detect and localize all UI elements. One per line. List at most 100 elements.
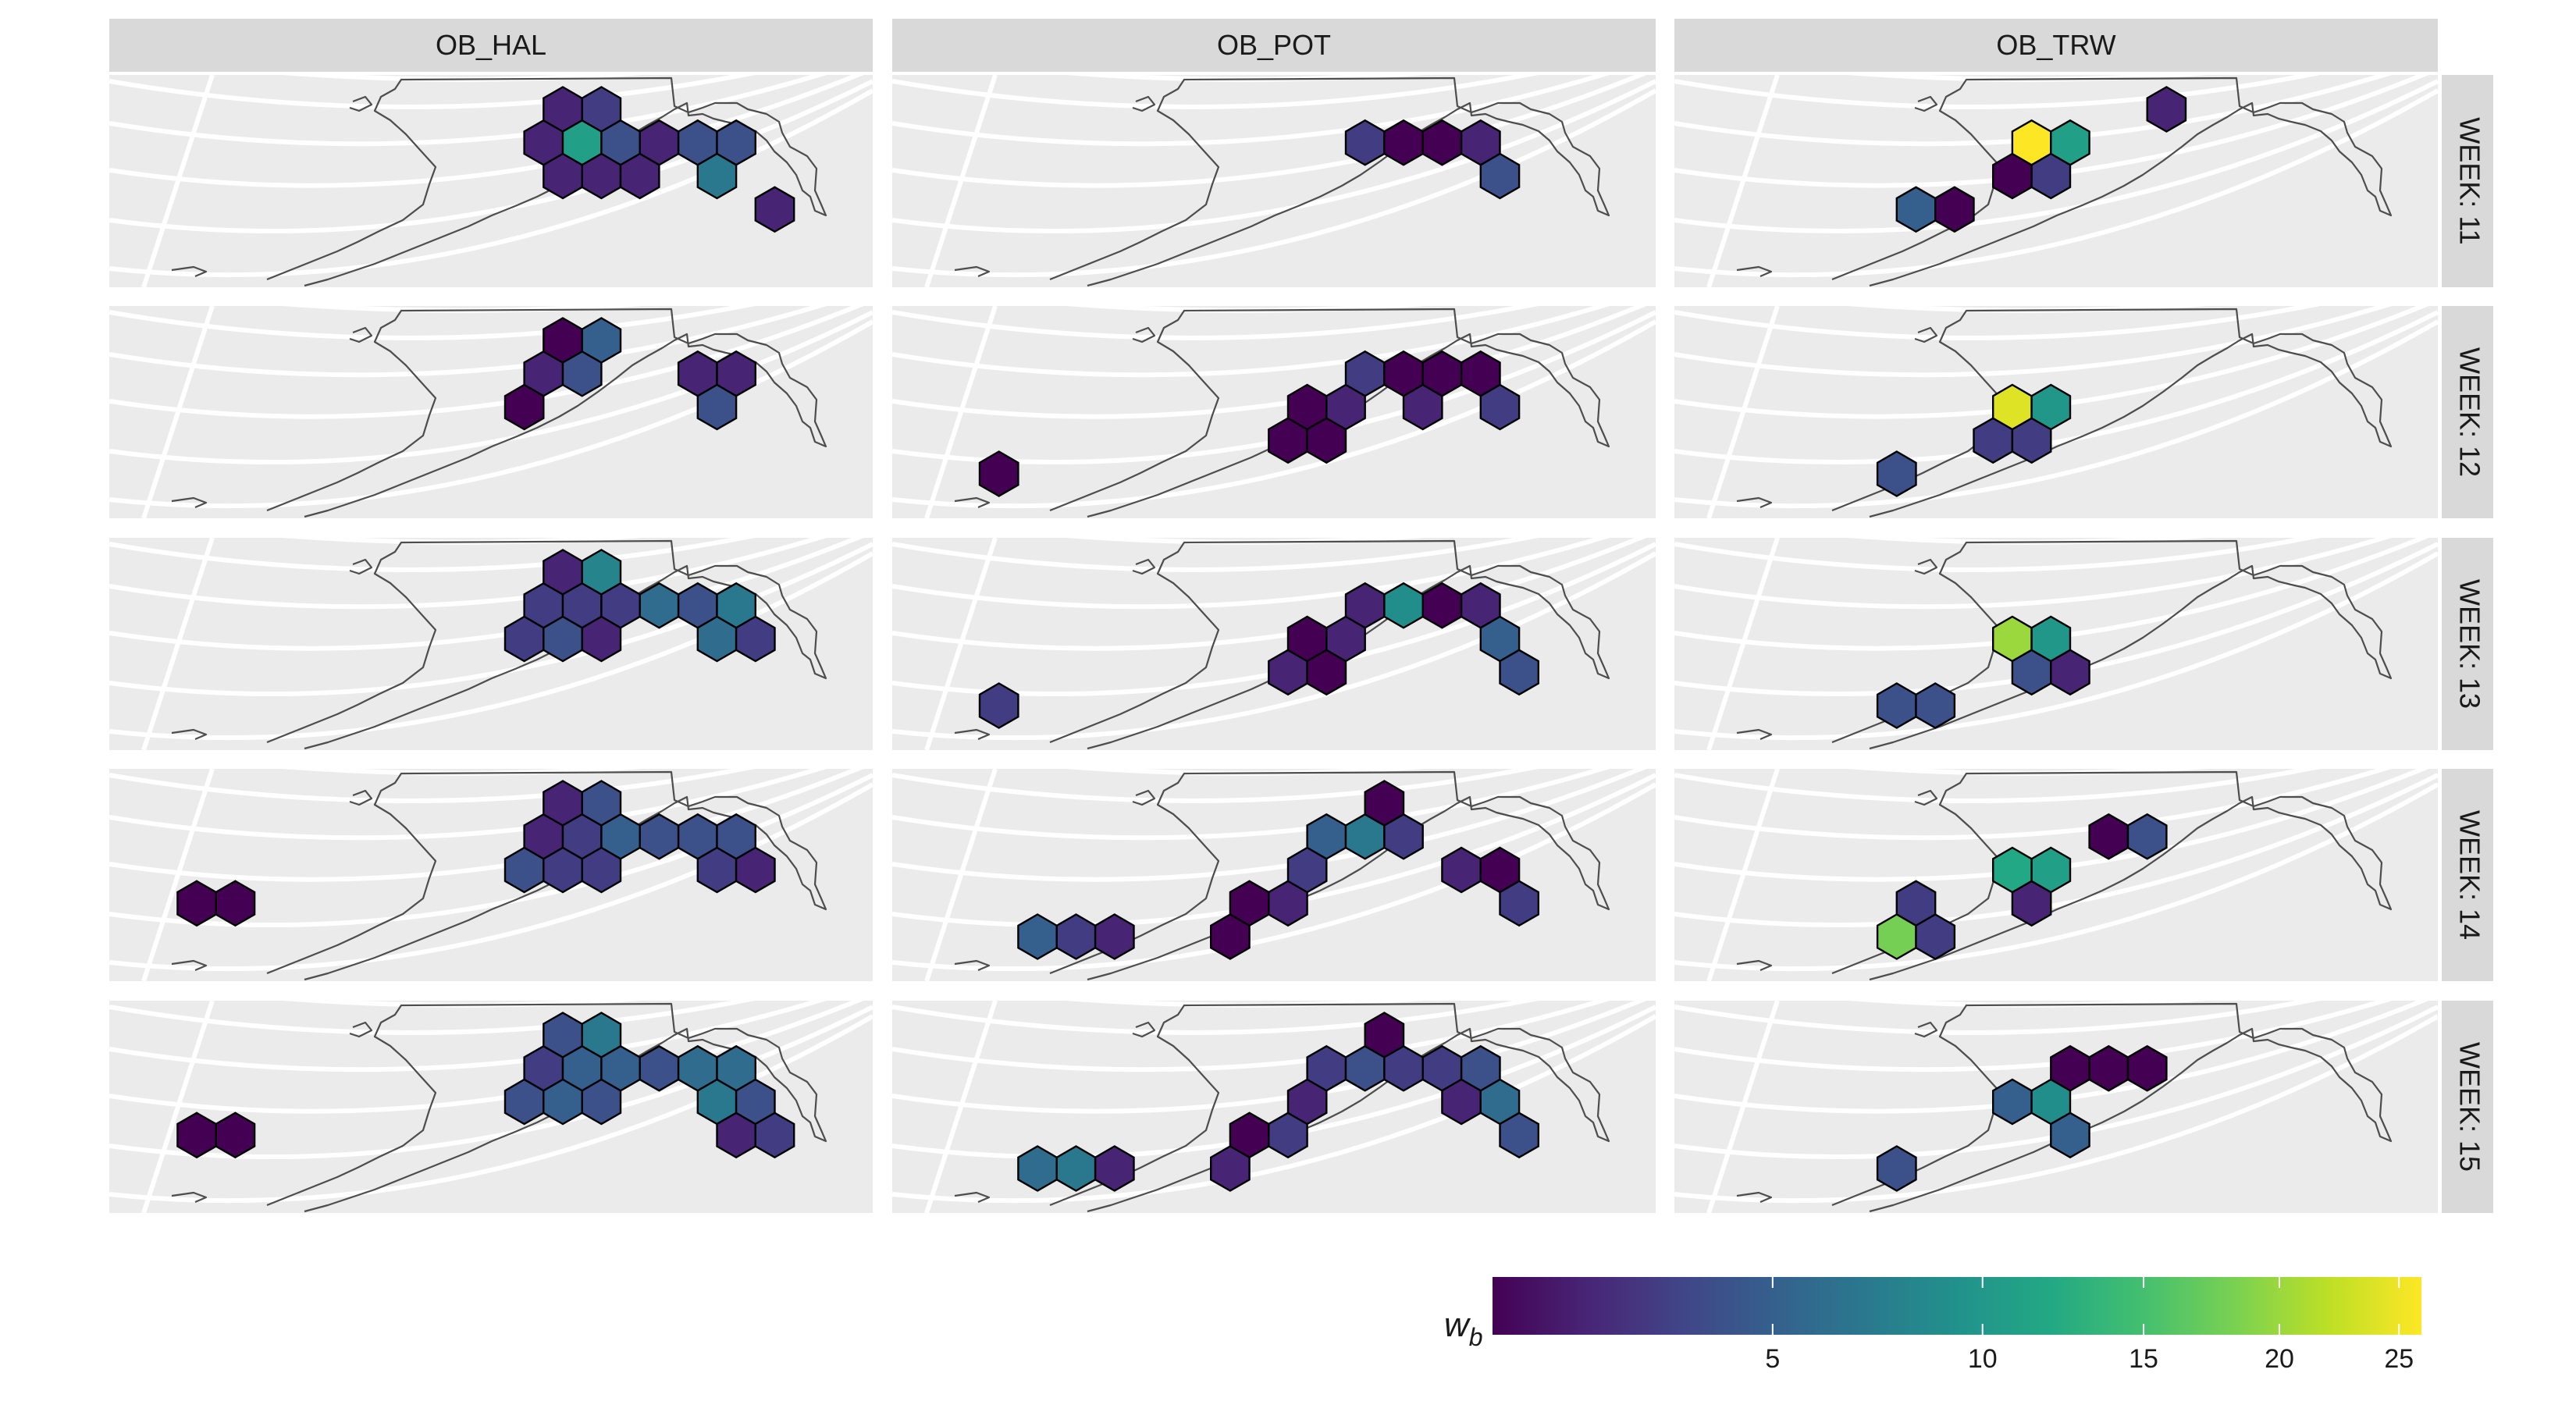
graticule-line — [109, 773, 873, 928]
coastline — [1914, 1021, 1938, 1038]
row-label: WEEK: 12 — [2453, 347, 2485, 477]
coastline — [1736, 496, 1773, 509]
graticule-line — [892, 1001, 1610, 1072]
graticule-line — [892, 306, 1647, 419]
graticule-line — [1674, 769, 2393, 841]
coastline — [349, 1021, 373, 1038]
graticule-line — [892, 75, 1647, 188]
hex-cell — [1210, 913, 1251, 960]
graticule-line — [892, 769, 1610, 841]
coastline — [1736, 1191, 1773, 1204]
coastline — [1914, 789, 1938, 806]
map-panel — [892, 306, 1656, 518]
colorbar-tick-label: 20 — [2265, 1344, 2294, 1374]
coastline — [1132, 1021, 1156, 1038]
graticule-line — [141, 769, 215, 981]
graticule-line — [1674, 782, 2438, 972]
column-strip — [1674, 19, 2438, 72]
hex-cell — [581, 1078, 622, 1126]
graticule-line — [141, 538, 215, 750]
coastline — [171, 265, 208, 278]
row-strip — [2442, 75, 2493, 287]
hex-cell — [1094, 913, 1135, 960]
colorbar-tick-label: 5 — [1765, 1344, 1780, 1374]
column-label: OB_HAL — [436, 29, 546, 61]
hex-cell — [581, 317, 622, 364]
hex-cell — [619, 152, 660, 200]
graticule-line — [1674, 773, 2438, 928]
graticule-line — [109, 1001, 756, 1035]
hex-cell — [1934, 186, 1975, 233]
graticule-line — [892, 769, 1539, 803]
hex-cell — [735, 615, 776, 663]
coastline — [954, 728, 991, 741]
map-panel — [892, 538, 1656, 750]
hex-cell — [1286, 846, 1328, 894]
hex-cell — [754, 186, 795, 233]
coastline — [349, 326, 373, 343]
row-label: WEEK: 15 — [2453, 1042, 2485, 1172]
hex-cell — [1479, 152, 1521, 200]
hex-cell — [1325, 615, 1366, 663]
graticule-line — [109, 769, 864, 882]
map-panel — [1674, 538, 2438, 750]
map-panel — [109, 306, 873, 518]
graticule-line — [892, 538, 1539, 572]
map-panel — [892, 769, 1656, 981]
graticule-line — [141, 75, 215, 287]
graticule-line — [109, 538, 756, 572]
hex-cell — [735, 846, 776, 894]
hex-cell — [215, 1112, 256, 1159]
graticule-line — [892, 79, 1656, 234]
graticule-line — [924, 769, 998, 981]
hex-cell — [1876, 1145, 1917, 1192]
column-strips: OB_HAL OB_POT OB_TRW — [109, 19, 2438, 72]
hex-cell — [1210, 1145, 1251, 1192]
graticule-line — [1706, 769, 1780, 981]
graticule-line — [109, 88, 873, 278]
column-strip — [892, 19, 1656, 72]
coastline — [1132, 558, 1156, 575]
colorbar-tick-label: 25 — [2384, 1344, 2414, 1374]
coastline — [954, 959, 991, 972]
graticule-line — [109, 306, 864, 419]
hex-cell — [2126, 1044, 2168, 1092]
coastline — [1736, 728, 1773, 741]
graticule-line — [892, 551, 1656, 741]
coastline — [954, 496, 991, 509]
hex-cell — [1915, 913, 1956, 960]
graticule-line — [892, 306, 1610, 378]
graticule-line — [141, 1001, 215, 1213]
graticule-line — [109, 542, 873, 697]
graticule-line — [1674, 306, 2321, 340]
map-panel — [1674, 306, 2438, 518]
hex-cell — [1499, 880, 1539, 927]
graticule-line — [892, 75, 1610, 147]
coastline — [349, 789, 373, 806]
coastline — [1049, 770, 1610, 981]
graticule-line — [924, 538, 998, 750]
graticule-line — [892, 1001, 1647, 1114]
coastline — [1132, 789, 1156, 806]
legend-title-subscript: b — [1469, 1323, 1483, 1351]
graticule-line — [109, 306, 756, 340]
graticule-line — [924, 306, 998, 518]
graticule-line — [141, 306, 215, 518]
coastline — [1914, 95, 1938, 112]
map-panel — [109, 1001, 873, 1213]
hex-cell — [1325, 383, 1366, 431]
hex-cell — [978, 450, 1019, 497]
colorbar-tick-label: 10 — [1968, 1344, 1998, 1374]
graticule-line — [109, 538, 827, 610]
hex-cell — [2050, 1112, 2090, 1159]
row-label: WEEK: 14 — [2453, 810, 2485, 940]
hex-cell — [2050, 649, 2090, 696]
coastline — [1049, 1002, 1610, 1213]
coastline — [349, 95, 373, 112]
coastline — [171, 959, 208, 972]
graticule-line — [109, 1001, 827, 1072]
row-strip — [2442, 306, 2493, 518]
graticule-line — [109, 769, 756, 803]
hex-cell — [1479, 383, 1521, 431]
coastline — [171, 728, 208, 741]
